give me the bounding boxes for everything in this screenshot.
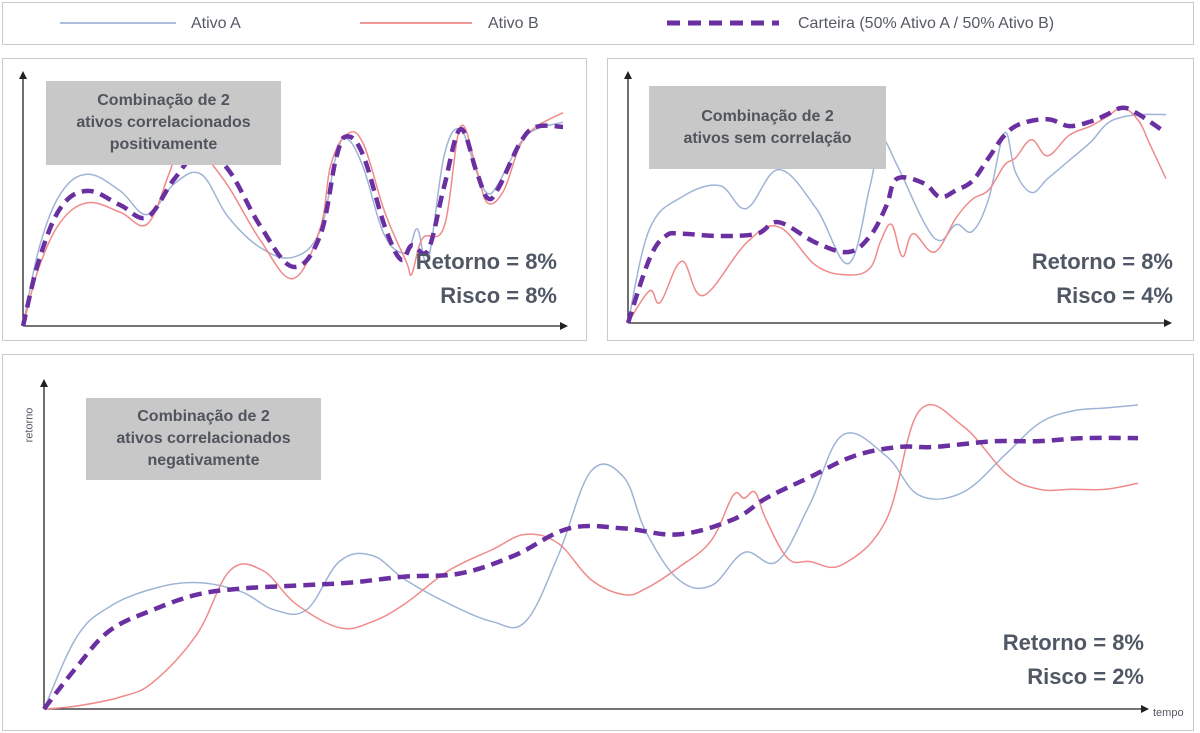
risco-annotation: Risco = 8% — [440, 283, 557, 308]
chart-title: Combinação de 2 ativos correlacionados p… — [46, 81, 281, 165]
chart-negative — [40, 379, 1149, 713]
chart-title: Combinação de 2 ativos sem correlação — [649, 86, 886, 169]
chart-uncorrelated — [624, 71, 1172, 327]
legend-label-ativo-a: Ativo A — [191, 15, 241, 32]
axes — [19, 71, 568, 330]
chart-panel-uncorrelated: Combinação de 2 ativos sem correlação Re… — [607, 58, 1194, 341]
axes — [624, 71, 1172, 327]
x-axis-arrow-icon — [560, 322, 568, 330]
y-axis-arrow-icon — [19, 71, 27, 79]
legend-label-ativo-b: Ativo B — [488, 15, 539, 32]
axes — [40, 379, 1149, 713]
legend-swatch-carteira — [667, 20, 779, 26]
chart-positive — [19, 71, 568, 330]
series-line-ativo-a — [43, 404, 1139, 710]
chart-panel-positive: Combinação de 2 ativos correlacionados p… — [2, 58, 587, 341]
series-line-carteira — [625, 105, 1168, 324]
risco-annotation: Risco = 2% — [1027, 664, 1144, 689]
series-line-carteira — [42, 435, 1139, 711]
legend-swatch-ativo-a — [60, 22, 176, 24]
x-axis-arrow-icon — [1141, 705, 1149, 713]
y-axis-arrow-icon — [40, 379, 48, 387]
series-line-ativo-b — [43, 404, 1139, 710]
chart-title: Combinação de 2 ativos correlacionados n… — [86, 398, 321, 480]
series-line-ativo-a — [22, 121, 564, 327]
series-line-ativo-b — [627, 106, 1167, 324]
series-line-ativo-a — [627, 113, 1167, 324]
series-line-carteira — [20, 123, 564, 327]
risco-annotation: Risco = 4% — [1056, 283, 1173, 308]
chart-panel-negative: Combinação de 2 ativos correlacionados n… — [2, 354, 1194, 731]
legend-swatch-ativo-b — [360, 22, 472, 24]
legend-label-carteira: Carteira (50% Ativo A / 50% Ativo B) — [798, 15, 1055, 32]
y-axis-arrow-icon — [624, 71, 632, 79]
x-axis-label: tempo — [1153, 707, 1184, 719]
legend: Ativo A Ativo B Carteira (50% Ativo A / … — [2, 2, 1194, 45]
retorno-annotation: Retorno = 8% — [1002, 630, 1144, 655]
y-axis-label: retorno — [23, 407, 36, 443]
retorno-annotation: Retorno = 8% — [1031, 249, 1173, 274]
retorno-annotation: Retorno = 8% — [415, 249, 557, 274]
x-axis-arrow-icon — [1164, 319, 1172, 327]
